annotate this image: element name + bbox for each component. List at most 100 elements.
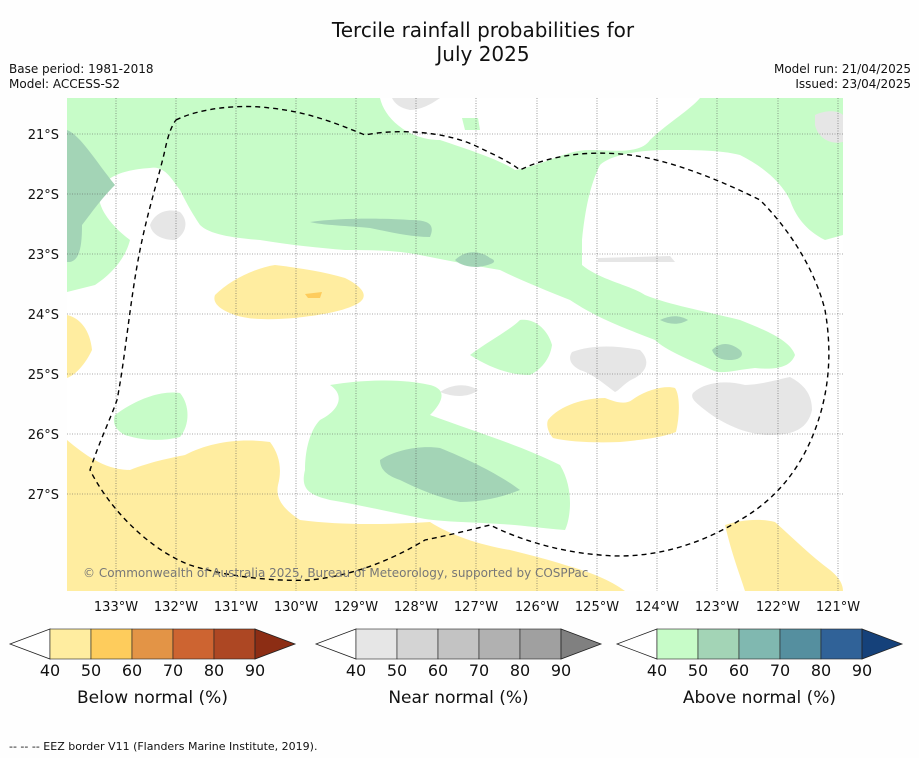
longitude-tick-label: 128°W [394,600,438,615]
latitude-tick-label: 24°S [28,308,59,323]
colorbar-low-arrow [615,628,658,660]
longitude-labels: 133°W 132°W 131°W 130°W 129°W 128°W 127°W 126°W… [94,600,860,615]
colorbar-tick-label: 50 [81,661,101,680]
colorbar-tick-label: 40 [647,661,667,680]
latitude-tick-label: 22°S [28,188,59,203]
latitude-tick-label: 21°S [28,128,59,143]
colorbar-tick-label: 40 [40,661,60,680]
colorbar-legend: 40 50 60 70 80 90 Above normal (%) [615,628,904,708]
model-text: Model: ACCESS-S2 [9,77,121,91]
below-normal-region-west-edge [67,315,92,378]
above-50-region-west-edge [67,130,115,262]
colorbar-tick-label: 90 [551,661,571,680]
longitude-tick-label: 125°W [575,600,619,615]
near-normal-region-central [570,346,647,392]
above-50-region-north-band [310,218,432,237]
colorbar-tick-label: 70 [469,661,489,680]
longitude-tick-label: 130°W [274,600,318,615]
colorbar-tick-label: 60 [428,661,448,680]
colorbar-tick-label: 80 [204,661,224,680]
colorbar-segment [738,628,781,660]
near-normal-region-northeast [815,111,843,143]
copyright-text: © Commonwealth of Australia 2025, Bureau… [83,566,588,580]
above-50-region-small-1 [455,252,495,267]
longitude-tick-label: 121°W [816,600,860,615]
latitude-tick-label: 23°S [28,248,59,263]
longitude-tick-label: 131°W [214,600,258,615]
above-normal-region-west [113,392,188,440]
near-normal-region-small [440,385,478,396]
colorbar-segment [396,628,439,660]
colorbar-segment [779,628,822,660]
longitude-tick-label: 126°W [515,600,559,615]
issued-text: Issued: 23/04/2025 [795,77,911,91]
title-line-2: July 2025 [436,42,530,66]
colorbar-segment [172,628,215,660]
colorbar-segment [656,628,699,660]
info-right: Model run: 21/04/2025 Issued: 23/04/2025 [774,62,911,92]
colorbar-high-arrow [861,628,904,660]
base-period-text: Base period: 1981-2018 [9,62,154,76]
near-normal-region-east [692,377,812,435]
latitude-labels: 21°S 22°S 23°S 24°S 25°S 26°S 27°S [28,128,59,503]
above-50-region-centre [380,447,520,502]
colorbar-tick-label: 60 [122,661,142,680]
near-normal-region-strip [598,256,675,262]
colorbar-segment [213,628,256,660]
colorbar-legend: 40 50 60 70 80 90 Below normal (%) [8,628,297,708]
longitude-tick-label: 129°W [334,600,378,615]
colorbar-segment [131,628,174,660]
graticule [67,98,843,591]
longitude-tick-label: 122°W [756,600,800,615]
latitude-tick-label: 25°S [28,368,59,383]
eez-footnote: -- -- -- EEZ border V11 (Flanders Marine… [9,740,318,753]
latitude-tick-label: 26°S [28,428,59,443]
near-normal-region-west [150,210,186,240]
above-normal-region-east-tongue [470,319,552,375]
colorbar-tick-label: 80 [811,661,831,680]
info-left: Base period: 1981-2018 Model: ACCESS-S2 [9,62,154,92]
colorbar-title: Below normal (%) [77,688,228,708]
colorbar-segment [49,628,92,660]
colorbar-title: Above normal (%) [683,688,836,708]
longitude-tick-label: 124°W [635,600,679,615]
colorbar-segment [478,628,521,660]
above-50-region-small-3 [712,344,742,360]
longitude-tick-label: 123°W [695,600,739,615]
model-run-text: Model run: 21/04/2025 [773,62,911,76]
latitude-tick-label: 27°S [28,488,59,503]
longitude-tick-label: 127°W [454,600,498,615]
colorbar-tick-label: 40 [346,661,366,680]
colorbar-segment [437,628,480,660]
above-normal-region-north [67,98,843,373]
colorbar-segment [90,628,133,660]
colorbars: 40 50 60 70 80 90 Below normal (%) 40 50 60 70 80 90… [8,628,904,708]
colorbar-tick-label: 80 [510,661,530,680]
colorbar-tick-label: 50 [688,661,708,680]
colorbar-low-arrow [314,628,357,660]
colorbar-tick-label: 70 [163,661,183,680]
colorbar-segment [820,628,863,660]
below-normal-region-southeast [725,519,843,591]
title-line-1: Tercile rainfall probabilities for [331,18,635,42]
colorbar-tick-label: 70 [770,661,790,680]
above-normal-region-small-north [462,118,480,130]
colorbar-legend: 40 50 60 70 80 90 Near normal (%) [314,628,603,708]
colorbar-title: Near normal (%) [388,688,528,708]
below-60-patch-north [305,292,322,298]
longitude-tick-label: 132°W [154,600,198,615]
colorbar-high-arrow [254,628,297,660]
colorbar-segment [697,628,740,660]
longitude-tick-label: 133°W [94,600,138,615]
map-title: Tercile rainfall probabilities for July … [0,18,919,66]
colorbar-tick-label: 90 [852,661,872,680]
colorbar-segment [519,628,562,660]
below-normal-region-south [67,440,625,591]
below-normal-region-north [214,265,364,320]
colorbar-tick-label: 90 [245,661,265,680]
colorbar-tick-label: 60 [729,661,749,680]
below-normal-region-east [547,387,679,443]
colorbar-tick-label: 50 [387,661,407,680]
map-plot-area: © Commonwealth of Australia 2025, Bureau… [67,98,843,591]
